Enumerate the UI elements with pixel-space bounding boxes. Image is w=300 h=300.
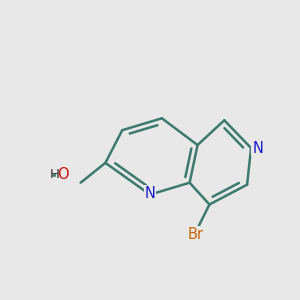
- Text: N: N: [145, 186, 155, 201]
- Text: N: N: [252, 140, 263, 155]
- Text: Br: Br: [188, 227, 204, 242]
- Text: O: O: [57, 167, 69, 182]
- Text: H: H: [50, 168, 59, 181]
